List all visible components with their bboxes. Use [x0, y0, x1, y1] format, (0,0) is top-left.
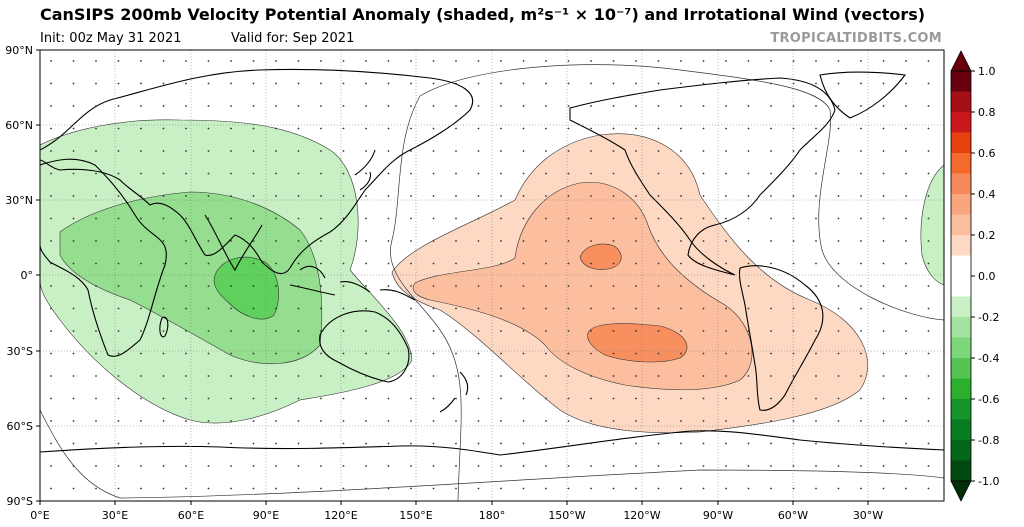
- lon-label: 60°W: [778, 509, 808, 522]
- colorbar-segment: [951, 71, 971, 92]
- colorbar-segment: [951, 91, 971, 113]
- colorbar-segment: [951, 460, 971, 482]
- lon-label: 30°E: [102, 509, 128, 522]
- colorbar-segment: [951, 378, 971, 400]
- colorbar-tick-label: -0.6: [978, 393, 999, 406]
- site-brand: TROPICALTIDBITS.COM: [770, 31, 942, 46]
- lat-axis: 90°N 60°N 30°N 0° 30°S 60°S 90°S: [5, 44, 40, 508]
- colorbar-tick-label: -0.8: [978, 434, 999, 447]
- colorbar-segment: [951, 440, 971, 461]
- colorbar-min-arrow: [950, 480, 972, 502]
- colorbar-segment: [951, 317, 971, 338]
- colorbar-segment: [951, 358, 971, 379]
- lat-label: 90°S: [7, 495, 33, 508]
- map-area: [40, 50, 944, 501]
- colorbar-segment: [951, 337, 971, 359]
- colorbar-tick-label: 1.0: [978, 65, 996, 78]
- colorbar-tick-label: -0.2: [978, 311, 999, 324]
- valid-time: Valid for: Sep 2021: [231, 31, 355, 46]
- lon-label: 30°W: [853, 509, 883, 522]
- colorbar-segment: [951, 419, 971, 441]
- chart-title: CanSIPS 200mb Velocity Potential Anomaly…: [40, 5, 926, 24]
- colorbar-segment: [951, 255, 971, 277]
- colorbar-tick-label: -0.4: [978, 352, 999, 365]
- lat-label: 60°N: [5, 119, 33, 132]
- colorbar-segment: [951, 194, 971, 215]
- lon-label: 120°W: [623, 509, 660, 522]
- graticule: [40, 50, 944, 501]
- colorbar-segment: [951, 235, 971, 256]
- colorbar-tick-label: 0.4: [978, 188, 996, 201]
- colorbar-segment: [951, 214, 971, 236]
- lon-label: 120°E: [324, 509, 357, 522]
- colorbar-segment: [951, 296, 971, 318]
- colorbar-segment: [951, 276, 971, 297]
- colorbar-tick-label: 0.6: [978, 147, 996, 160]
- colorbar-segment: [951, 399, 971, 420]
- lon-label: 0°E: [30, 509, 49, 522]
- init-time: Init: 00z May 31 2021: [40, 31, 182, 46]
- lat-label: 30°S: [7, 345, 33, 358]
- lon-label: 150°E: [399, 509, 432, 522]
- lon-label: 60°E: [178, 509, 204, 522]
- colorbar-segment: [951, 173, 971, 195]
- lat-label: 90°N: [5, 44, 33, 57]
- lon-axis: 0°E 30°E 60°E 90°E 120°E 150°E 180° 150°…: [30, 501, 883, 522]
- lat-label: 0°: [21, 269, 34, 282]
- colorbar-segment: [951, 112, 971, 133]
- lat-label: 30°N: [5, 194, 33, 207]
- colorbar: 1.0 0.8 0.6 0.4 0.2 0.0 -0.2 -0.4 -0.6 -…: [950, 50, 999, 502]
- colorbar-tick-label: -1.0: [978, 475, 999, 488]
- colorbar-tick-label: 0.8: [978, 106, 996, 119]
- colorbar-max-arrow: [950, 50, 972, 72]
- colorbar-tick-label: 0.0: [978, 270, 996, 283]
- lon-label: 150°W: [548, 509, 585, 522]
- colorbar-segments: [951, 71, 971, 482]
- lon-label: 90°E: [253, 509, 279, 522]
- lon-label: 90°W: [703, 509, 733, 522]
- lon-label: 180°: [479, 509, 506, 522]
- colorbar-segment: [951, 132, 971, 154]
- colorbar-tick-label: 0.2: [978, 229, 996, 242]
- colorbar-segment: [951, 153, 971, 174]
- lat-label: 60°S: [7, 420, 33, 433]
